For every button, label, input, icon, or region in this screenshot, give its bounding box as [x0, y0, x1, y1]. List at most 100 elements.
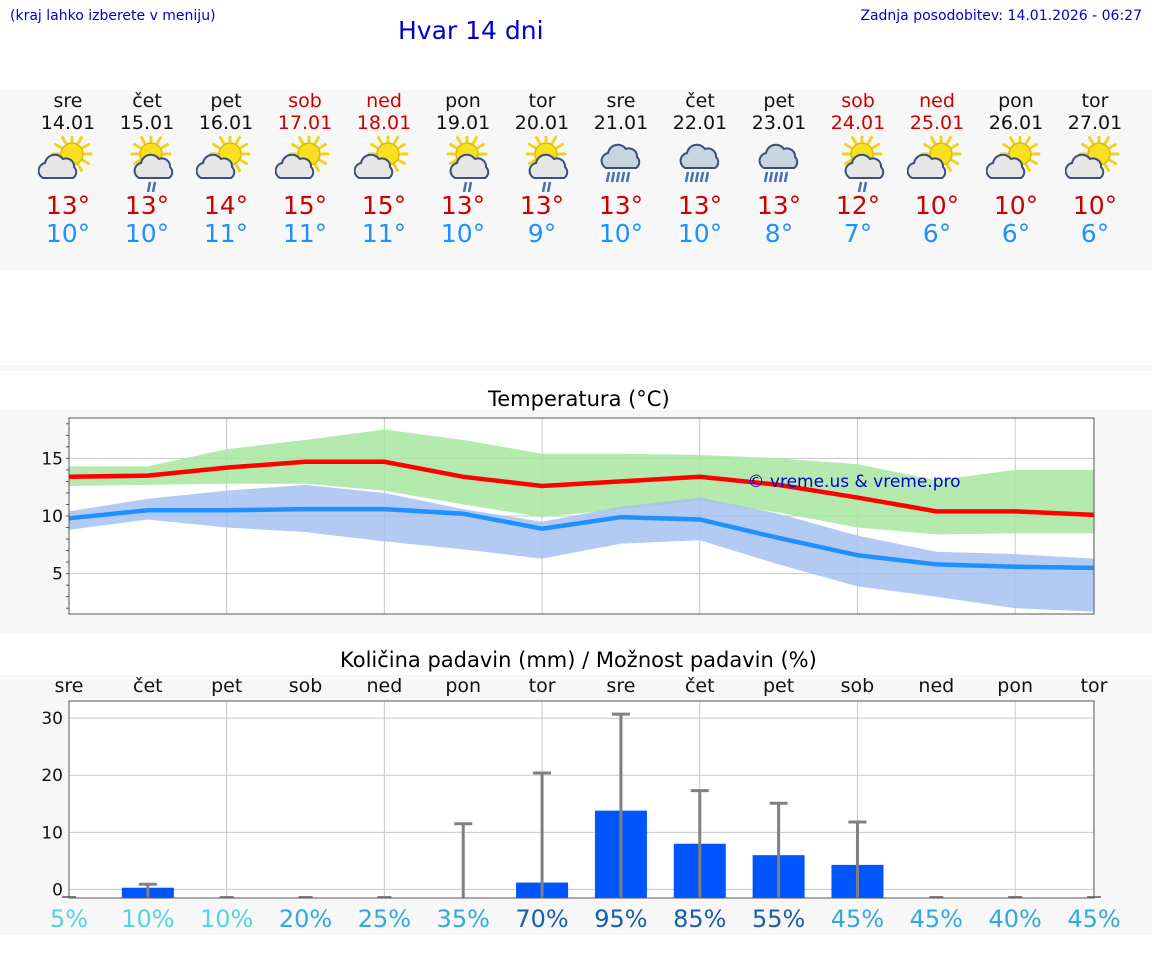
- day-column: tor 20.01 13° 9°: [502, 90, 582, 248]
- category-label: pet: [763, 675, 794, 697]
- y-tick-label: 15: [41, 449, 63, 469]
- cloudy-rain-icon: [600, 143, 641, 183]
- day-date: 24.01: [830, 112, 886, 134]
- precip-probability: 25%: [358, 905, 411, 933]
- watermark: © vreme.us & vreme.pro: [747, 472, 960, 492]
- day-name: pet: [210, 90, 242, 112]
- day-date: 21.01: [593, 112, 649, 134]
- precip-probability: 10%: [200, 905, 253, 933]
- precip-probability: 45%: [910, 905, 963, 933]
- day-name: ned: [919, 90, 955, 112]
- max-temp: 10°: [1072, 191, 1118, 220]
- day-column: pet 23.01 13° 8°: [739, 90, 819, 248]
- min-temp-line: [68, 506, 1095, 571]
- day-name: sob: [841, 90, 875, 112]
- day-date: 18.01: [356, 112, 412, 134]
- location-hint[interactable]: (kraj lahko izberete v meniju): [10, 8, 216, 24]
- plot-frame: [68, 417, 1095, 615]
- day-name: tor: [528, 90, 556, 112]
- min-temp: 11°: [203, 219, 249, 248]
- category-label: čet: [133, 675, 163, 697]
- max-temp: 14°: [203, 191, 249, 220]
- max-temp: 12°: [835, 191, 881, 220]
- max-temp: 10°: [914, 191, 960, 220]
- category-label: tor: [1081, 675, 1108, 697]
- precipitation-chart-title: Količina padavin (mm) / Možnost padavin …: [340, 648, 817, 672]
- max-temp: 10°: [993, 191, 1039, 220]
- max-temp: 15°: [361, 191, 407, 220]
- precip-probability: 45%: [1067, 905, 1120, 933]
- day-name: pon: [445, 90, 481, 112]
- min-temp: 9°: [527, 219, 557, 248]
- min-temp: 6°: [1001, 219, 1031, 248]
- temperature-chart: 5 10 15 © vreme.us & vreme.pro: [41, 417, 1095, 615]
- day-column: ned 18.01 15° 11°: [344, 90, 424, 248]
- y-tick-label: 30: [41, 709, 63, 729]
- category-label: ned: [366, 675, 402, 697]
- day-column: pon 19.01 13° 10°: [423, 90, 503, 248]
- partly-cloudy-icon: [38, 136, 93, 179]
- precip-probability: 85%: [673, 905, 726, 933]
- max-temp: 13°: [677, 191, 723, 220]
- last-updated: Zadnja posodobitev: 14.01.2026 - 06:27: [860, 8, 1142, 24]
- category-label: sre: [55, 675, 84, 697]
- partly-cloudy-rain-icon: [130, 136, 174, 192]
- precip-probability: 10%: [121, 905, 174, 933]
- min-temp: 7°: [843, 219, 873, 248]
- precip-probability: 40%: [988, 905, 1041, 933]
- plot-frame: [68, 700, 1095, 899]
- cloudy-rain-icon: [679, 143, 720, 183]
- day-date: 19.01: [435, 112, 491, 134]
- min-temp: 11°: [361, 219, 407, 248]
- category-label: pon: [445, 675, 481, 697]
- min-temp: 8°: [764, 219, 794, 248]
- min-temp: 10°: [124, 219, 170, 248]
- max-temp: 13°: [598, 191, 644, 220]
- min-temp-range-band: [69, 484, 1094, 612]
- precip-probability: 55%: [752, 905, 805, 933]
- page-title: Hvar 14 dni: [398, 16, 544, 45]
- day-date: 23.01: [751, 112, 807, 134]
- partly-cloudy-icon: [196, 136, 251, 179]
- day-name: sob: [288, 90, 322, 112]
- temperature-chart-title: Temperatura (°C): [488, 387, 670, 411]
- max-temp: 13°: [756, 191, 802, 220]
- day-column: pet 16.01 14° 11°: [186, 90, 266, 248]
- day-column: tor 27.01 10° 6°: [1055, 90, 1135, 248]
- partly-cloudy-rain-icon: [525, 136, 569, 192]
- day-name: tor: [1081, 90, 1109, 112]
- partly-cloudy-rain-icon: [841, 136, 885, 192]
- day-date: 15.01: [119, 112, 175, 134]
- category-label: čet: [685, 675, 715, 697]
- day-column: sob 17.01 15° 11°: [265, 90, 345, 248]
- min-temp: 10°: [598, 219, 644, 248]
- partly-cloudy-icon: [275, 136, 330, 179]
- y-tick-label: 5: [52, 565, 63, 585]
- day-column: čet 22.01 13° 10°: [660, 90, 740, 248]
- y-tick-label: 20: [41, 766, 63, 786]
- day-column: pon 26.01 10° 6°: [976, 90, 1056, 248]
- precip-probability: 70%: [515, 905, 568, 933]
- separator-band: [0, 365, 1152, 371]
- category-label: pet: [211, 675, 242, 697]
- partly-cloudy-icon: [907, 136, 962, 179]
- precip-probability: 95%: [594, 905, 647, 933]
- max-temp: 13°: [440, 191, 486, 220]
- min-temp: 11°: [282, 219, 328, 248]
- cloudy-rain-icon: [758, 143, 799, 183]
- day-column: sob 24.01 12° 7°: [818, 90, 898, 248]
- day-date: 17.01: [277, 112, 333, 134]
- min-temp: 10°: [440, 219, 486, 248]
- day-name: ned: [366, 90, 402, 112]
- max-temp: 13°: [124, 191, 170, 220]
- partly-cloudy-rain-icon: [446, 136, 490, 192]
- precip-probability: 5%: [50, 905, 88, 933]
- precip-probability: 45%: [831, 905, 884, 933]
- day-date: 25.01: [909, 112, 965, 134]
- day-name: sre: [606, 90, 636, 112]
- partly-cloudy-icon: [986, 136, 1041, 179]
- day-date: 22.01: [672, 112, 728, 134]
- day-name: sre: [53, 90, 83, 112]
- precipitation-chart: sre čet pet sob ned pon tor sre čet pet sob ned pon t…: [41, 675, 1120, 933]
- day-date: 20.01: [514, 112, 570, 134]
